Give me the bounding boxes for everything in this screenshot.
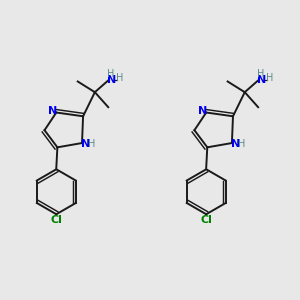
- Text: H: H: [107, 69, 114, 79]
- Text: N: N: [257, 75, 266, 85]
- Text: H: H: [116, 73, 123, 83]
- Text: N: N: [107, 75, 117, 85]
- Text: H: H: [238, 139, 246, 148]
- Text: N: N: [231, 139, 240, 148]
- Text: H: H: [266, 73, 273, 83]
- Text: Cl: Cl: [50, 215, 62, 225]
- Text: Cl: Cl: [200, 215, 212, 225]
- Text: N: N: [81, 139, 90, 148]
- Text: N: N: [48, 106, 57, 116]
- Text: H: H: [88, 139, 96, 148]
- Text: H: H: [256, 69, 264, 79]
- Text: N: N: [198, 106, 207, 116]
